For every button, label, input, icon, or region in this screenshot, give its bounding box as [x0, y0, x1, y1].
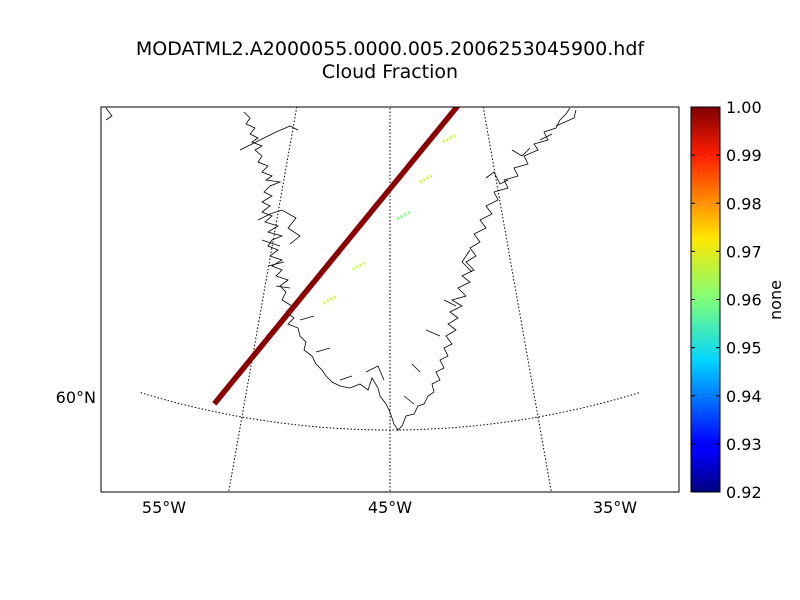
parallel-line	[140, 392, 640, 431]
swath-lighter-segment	[322, 295, 337, 305]
swath-lighter-segment	[352, 261, 366, 271]
lon-label-55w: 55°W	[142, 498, 186, 517]
colorbar-tick-label: 0.94	[726, 387, 762, 406]
lon-label-35w: 35°W	[593, 498, 637, 517]
colorbar-label: none	[766, 280, 785, 320]
coast-detail-east	[105, 107, 577, 405]
colorbar-tick-label: 0.96	[726, 291, 762, 310]
colorbar-tick-label: 0.95	[726, 339, 762, 358]
colorbar-tick-label: 0.92	[726, 483, 762, 502]
map-area	[105, 107, 640, 492]
colorbar-tick-label: 0.93	[726, 435, 762, 454]
meridian-line	[482, 107, 552, 492]
map-frame	[100, 106, 680, 493]
swath-lighter-segment	[442, 134, 456, 144]
lon-label-45w: 45°W	[368, 498, 412, 517]
greenland-coastline	[243, 107, 571, 431]
colorbar-tick-label: 0.97	[726, 242, 762, 261]
cloud-fraction-swath	[212, 107, 461, 406]
colorbar-tick-label: 0.98	[726, 194, 762, 213]
swath-lighter-segment	[418, 174, 433, 184]
swath-band	[212, 107, 461, 406]
colorbar	[690, 106, 721, 493]
chart-title-line2: Cloud Fraction	[321, 61, 459, 83]
colorbar-tick-label: 1.00	[726, 98, 762, 117]
coast-detail-west	[239, 125, 385, 381]
swath-lighter-segment	[396, 211, 411, 221]
colorbar-tick-label: 0.99	[726, 146, 762, 165]
colorbar-ticks: 1.00 0.99 0.98 0.97 0.96 0.95 0.94 0.93 0.92	[691, 98, 762, 502]
lat-label-60n: 60°N	[56, 388, 96, 407]
meridian-line	[228, 107, 298, 492]
chart-title-line1: MODATML2.A2000055.0000.005.2006253045900…	[135, 38, 645, 60]
graticule	[140, 107, 640, 492]
